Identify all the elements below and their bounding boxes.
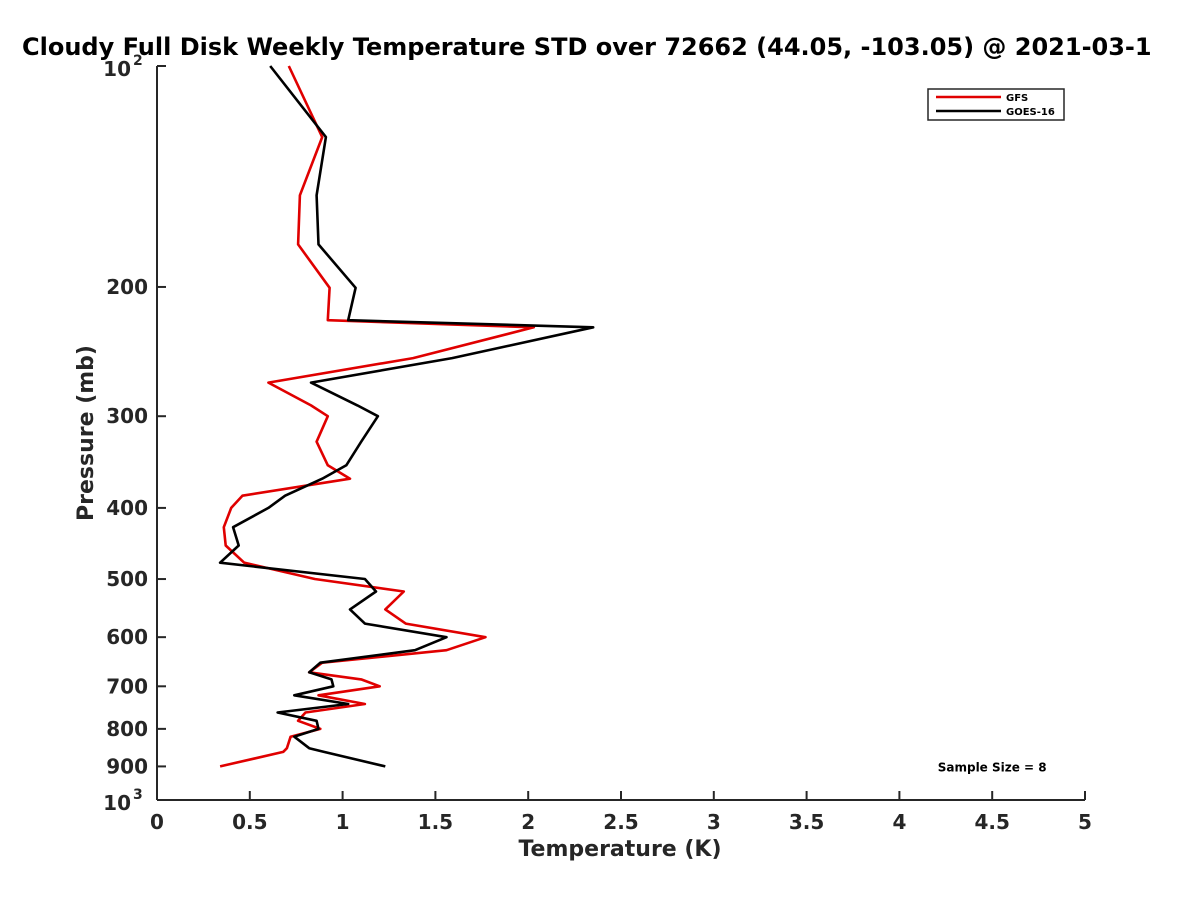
x-tick-label: 4: [892, 810, 906, 834]
x-tick-label: 3.5: [789, 810, 824, 834]
y-axis-label: Pressure (mb): [74, 345, 99, 521]
plot-area: [218, 65, 595, 768]
legend-label: GOES-16: [1006, 107, 1055, 118]
y-tick-label: 10: [103, 791, 131, 815]
y-tick-label: 600: [106, 625, 148, 649]
y-tick-label: 800: [106, 717, 148, 741]
x-tick-label: 3: [707, 810, 721, 834]
x-tick-label: 2: [521, 810, 535, 834]
axes: 0 0.5 1 1.5 2 2.5 3 3.5 4 4.5 510 22003004005006007…: [103, 53, 1092, 834]
y-tick-exponent: 2: [133, 53, 143, 69]
y-tick-label: 900: [106, 754, 148, 778]
chart-title: Cloudy Full Disk Weekly Temperature STD …: [22, 33, 1152, 61]
legend-box: [927, 88, 1065, 121]
y-tick-label: 10: [103, 57, 131, 81]
y-tick-label: 700: [106, 674, 148, 698]
x-tick-label: 5: [1078, 810, 1092, 834]
series-line-goes-16: [218, 65, 595, 768]
y-tick-label: 500: [106, 567, 148, 591]
x-tick-label: 1.5: [418, 810, 453, 834]
y-tick-label: 300: [106, 404, 148, 428]
x-tick-label: 1: [336, 810, 350, 834]
y-tick-label: 400: [106, 496, 148, 520]
x-axis-label: Temperature (K): [518, 837, 721, 862]
legend-label: GFS: [1006, 93, 1028, 104]
y-tick-label: 200: [106, 275, 148, 299]
x-tick-label: 0.5: [232, 810, 267, 834]
legend: GFS GOES-16: [927, 88, 1065, 121]
y-tick-exponent: 3: [133, 787, 143, 803]
x-tick-label: 2.5: [603, 810, 638, 834]
series-line-gfs: [219, 65, 536, 768]
sample-size-annotation: Sample Size = 8: [938, 760, 1047, 774]
x-tick-label: 0: [150, 810, 164, 834]
x-tick-label: 4.5: [974, 810, 1009, 834]
